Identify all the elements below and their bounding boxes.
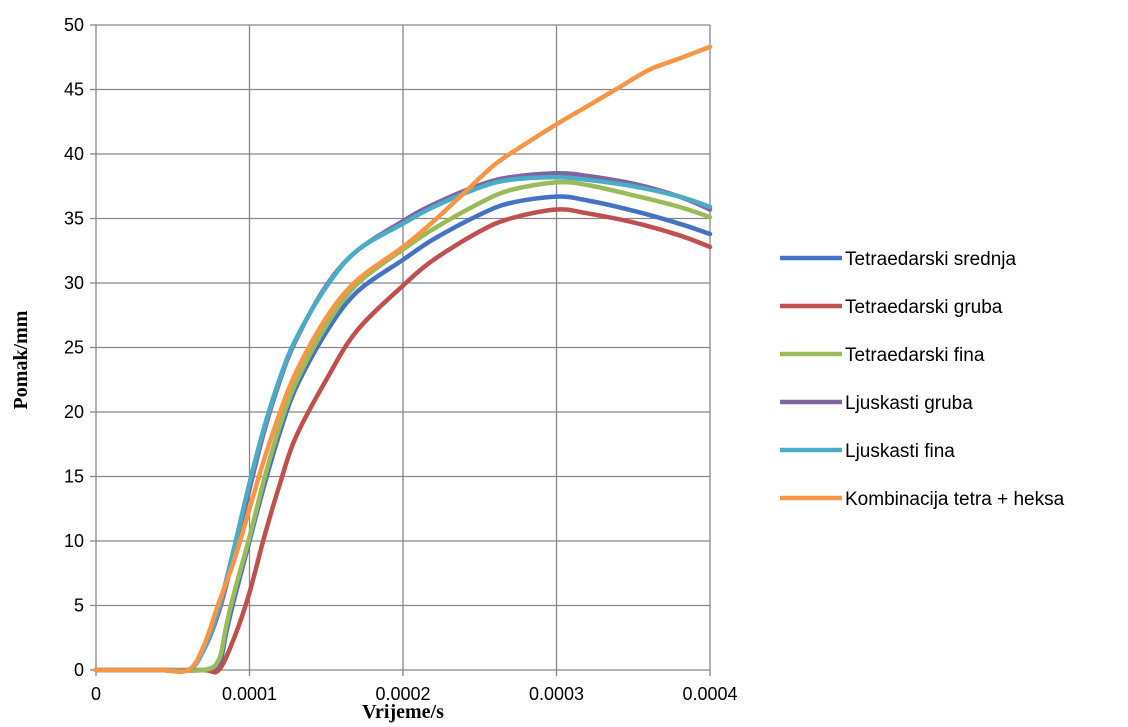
y-tick-label: 50 [64,15,84,35]
x-tick-label: 0.0001 [222,684,277,704]
legend-label: Tetraedarski fina [845,345,985,366]
legend-label: Ljuskasti fina [845,441,955,462]
x-tick-label: 0.0004 [682,684,737,704]
y-tick-label: 0 [74,660,84,680]
legend: Tetraedarski srednja Tetraedarski gruba Te… [780,249,1065,510]
x-axis-title: Vrijeme/s [362,701,444,723]
y-tick-label: 10 [64,531,84,551]
x-axis-ticks: 0 0.0001 0.0002 0.0003 0.0004 [91,684,738,704]
y-tick-label: 15 [64,467,84,487]
grid-lines [90,24,711,676]
legend-label: Kombinacija tetra + heksa [845,489,1065,510]
legend-label: Tetraedarski gruba [845,297,1003,318]
x-tick-label: 0 [91,684,101,704]
series-line-2 [93,207,713,675]
y-tick-label: 25 [64,338,84,358]
y-tick-label: 5 [74,596,84,616]
y-axis-title: Pomak/mm [10,310,32,409]
y-tick-label: 20 [64,402,84,422]
series-lines [93,44,713,675]
legend-label: Tetraedarski srednja [845,249,1017,270]
legend-label: Ljuskasti gruba [845,393,973,414]
y-tick-label: 45 [64,80,84,100]
y-axis-ticks: 0 5 10 15 20 25 30 35 40 45 50 [64,15,84,680]
y-tick-label: 35 [64,209,84,229]
x-tick-label: 0.0002 [375,684,430,704]
y-tick-label: 30 [64,273,84,293]
series-line-6 [93,44,713,674]
series-line-3 [93,179,713,673]
y-tick-label: 40 [64,144,84,164]
x-tick-label: 0.0003 [529,684,584,704]
